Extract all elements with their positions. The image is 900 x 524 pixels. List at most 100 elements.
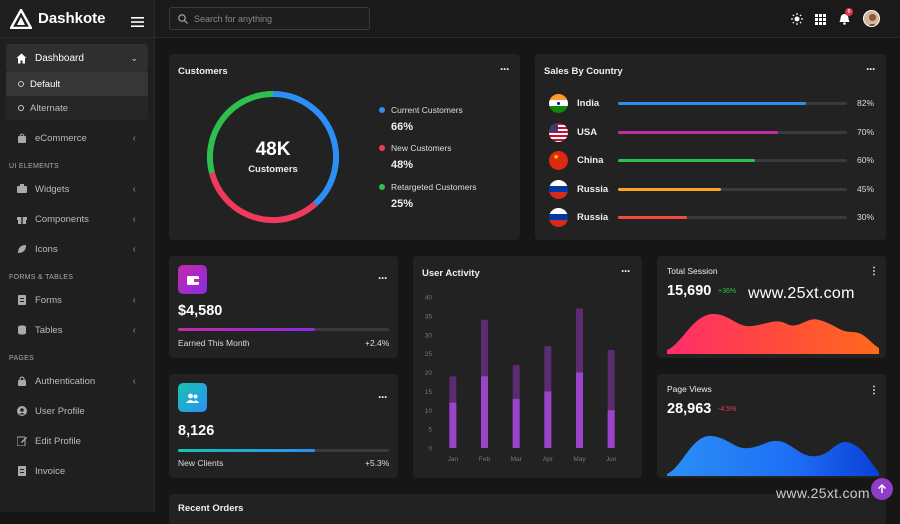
more-options-icon[interactable]: ···	[378, 390, 388, 404]
x-tick-label: Mar	[511, 456, 523, 463]
menu-toggle-icon[interactable]	[131, 14, 144, 32]
sidebar-subitem-default[interactable]: Default	[6, 72, 148, 96]
more-vertical-icon[interactable]: ⋮	[869, 266, 879, 277]
earnings-card	[169, 256, 398, 358]
sidebar-item-user-profile[interactable]: User Profile	[6, 396, 148, 426]
earnings-value: $4,580	[178, 303, 223, 319]
customers-title: Customers	[178, 66, 228, 77]
donut-segment-retargeted	[207, 90, 274, 174]
sidebar-item-label: Edit Profile	[35, 435, 81, 447]
sales-by-country-title: Sales By Country	[544, 66, 623, 77]
y-tick-label: 20	[425, 370, 433, 377]
y-tick-label: 10	[425, 408, 433, 415]
legend-dot	[379, 107, 385, 113]
y-tick-label: 40	[425, 295, 433, 302]
legend-label: New Customers	[391, 143, 452, 153]
chevron-left-icon: ‹	[132, 183, 136, 195]
section-pages: PAGES	[9, 355, 35, 362]
legend-value: 48%	[391, 159, 414, 171]
bar-active	[576, 372, 583, 448]
sidebar-item-label: Icons	[35, 243, 58, 255]
y-tick-label: 30	[425, 332, 433, 339]
more-options-icon[interactable]: ···	[378, 271, 388, 285]
flag-icon	[549, 179, 568, 199]
y-tick-label: 15	[425, 389, 433, 396]
sidebar-item-forms[interactable]: Forms ‹	[6, 285, 148, 315]
flag-icon	[549, 122, 568, 142]
customers-donut-chart	[207, 90, 340, 224]
flag-icon	[549, 207, 568, 227]
search-box[interactable]	[169, 7, 370, 30]
apps-grid-icon[interactable]	[815, 12, 826, 30]
more-vertical-icon[interactable]: ⋮	[869, 385, 879, 396]
bell-icon[interactable]: 8	[839, 8, 853, 30]
donut-center-label: Customers	[248, 164, 298, 175]
avatar[interactable]	[863, 10, 880, 27]
total-session-area-chart	[667, 313, 879, 354]
donut-segment-new	[209, 172, 317, 224]
legend-label: Retargeted Customers	[391, 182, 477, 192]
form-icon	[16, 295, 27, 306]
country-percent: 70%	[856, 127, 874, 137]
more-options-icon[interactable]: ···	[500, 62, 510, 76]
more-options-icon[interactable]: ···	[621, 264, 631, 278]
chevron-left-icon: ‹	[132, 243, 136, 255]
country-progress-fill	[618, 130, 779, 134]
country-row: USA 70%	[549, 122, 874, 142]
wallet-icon	[178, 265, 207, 294]
sidebar-item-dashboard[interactable]: Dashboard ⌄	[6, 44, 148, 72]
country-name: Russia	[577, 183, 609, 195]
watermark-text: www.25xt.com	[748, 285, 855, 302]
earnings-progress-fill	[178, 328, 316, 331]
total-session-value: 15,690	[667, 283, 712, 299]
x-tick-label: May	[573, 456, 586, 463]
sidebar-item-label: Widgets	[35, 183, 70, 195]
customers-card	[169, 54, 520, 240]
more-options-icon[interactable]: ···	[866, 62, 876, 76]
arrow-up-icon	[877, 484, 887, 493]
leaf-icon	[16, 244, 27, 255]
country-progress-fill	[618, 158, 756, 162]
users-icon	[178, 383, 207, 412]
circle-icon	[18, 105, 24, 111]
sun-icon[interactable]	[791, 12, 803, 30]
country-progress	[618, 158, 847, 162]
country-row: Russia 45%	[549, 179, 874, 199]
user-activity-title: User Activity	[422, 268, 480, 279]
bar-active	[481, 376, 488, 448]
sidebar-item-icons[interactable]: Icons ‹	[6, 234, 148, 264]
brand[interactable]: Dashkote	[0, 0, 154, 38]
sidebar-item-authentication[interactable]: Authentication ‹	[6, 366, 148, 396]
sidebar-item-label: Dashboard	[35, 52, 84, 64]
scroll-to-top-button[interactable]	[871, 478, 893, 500]
sidebar-item-edit-profile[interactable]: Edit Profile	[6, 426, 148, 456]
sidebar-item-label: eCommerce	[35, 132, 87, 144]
sidebar-item-components[interactable]: Components ‹	[6, 204, 148, 234]
sidebar-item-invoice[interactable]: Invoice	[6, 456, 148, 486]
new-clients-card	[169, 374, 398, 478]
page-views-title: Page Views	[667, 384, 712, 394]
shopping-bag-icon	[16, 133, 27, 144]
bar-active	[512, 398, 520, 448]
sidebar-item-label: Forms	[35, 294, 62, 306]
total-session-delta: +36%	[718, 288, 737, 295]
x-tick-label: Apr	[543, 456, 554, 463]
bar-active	[449, 402, 457, 448]
search-input[interactable]	[194, 13, 364, 24]
topbar: 8	[155, 0, 900, 38]
sidebar-item-tables[interactable]: Tables ‹	[6, 315, 148, 345]
gift-icon	[16, 214, 27, 225]
donut-segment-current	[272, 91, 340, 207]
country-progress-fill	[618, 101, 806, 105]
sidebar-item-widgets[interactable]: Widgets ‹	[6, 174, 148, 204]
legend-label: Current Customers	[391, 105, 463, 115]
country-percent: 45%	[856, 184, 874, 194]
new-clients-progress-fill	[178, 449, 316, 452]
country-progress	[618, 187, 847, 191]
country-name: India	[577, 97, 600, 109]
legend-dot	[379, 145, 385, 151]
sidebar-item-ecommerce[interactable]: eCommerce ‹	[6, 123, 148, 153]
country-progress	[618, 215, 847, 219]
sidebar-subitem-alternate[interactable]: Alternate	[6, 96, 148, 120]
legend-dot	[379, 184, 385, 190]
